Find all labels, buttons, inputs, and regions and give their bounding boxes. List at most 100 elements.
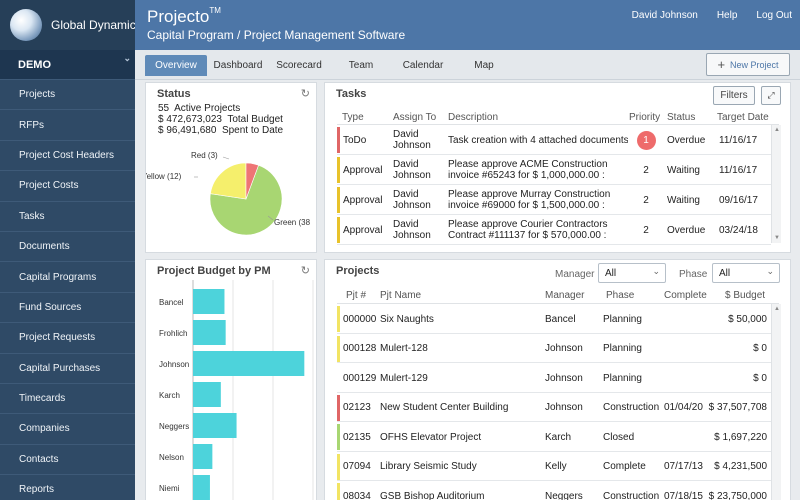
col-phase[interactable]: Phase [606, 290, 635, 301]
pm-label: Nelson [159, 453, 184, 462]
task-row[interactable]: ToDo David Johnson Task creation with 4 att… [337, 125, 771, 155]
sidebar-item-contacts[interactable]: Contacts [0, 445, 135, 476]
status-line: 55 Active Projects [158, 103, 241, 114]
logout-link[interactable]: Log Out [756, 10, 792, 21]
col-target-date[interactable]: Target Date [717, 112, 769, 123]
project-phase: Construction [603, 490, 660, 500]
scroll-up-icon[interactable]: ▲ [774, 306, 780, 312]
status-color-bar [337, 127, 340, 153]
sidebar-item-capital-purchases[interactable]: Capital Purchases [0, 354, 135, 384]
tasks-scrollbar[interactable]: ▲ ▼ [771, 125, 781, 243]
pm-bar-frohlich[interactable] [193, 320, 226, 345]
chevron-down-icon: ⌄ [766, 266, 774, 276]
col-complete[interactable]: Complete [664, 290, 707, 301]
sidebar-item-projects[interactable]: Projects [0, 80, 135, 111]
tasks-title: Tasks [336, 88, 367, 100]
new-project-button[interactable]: + New Project [706, 53, 790, 76]
sidebar-item-fund-sources[interactable]: Fund Sources [0, 293, 135, 324]
tab-calendar[interactable]: Calendar [402, 60, 444, 71]
sidebar: Global Dynamics DEMO ⌄ Projects RFPs Proje… [0, 0, 142, 500]
pie-label-green: Green (38 [274, 218, 311, 227]
task-row[interactable]: Approval David Johnson Please approve Murra… [337, 185, 771, 215]
pie-slice-yellow[interactable] [210, 162, 247, 200]
help-link[interactable]: Help [716, 10, 738, 21]
project-row[interactable]: 02135 OFHS Elevator Project Karch Closed $ 1… [337, 422, 771, 452]
status-color-bar [337, 424, 340, 450]
col-manager[interactable]: Manager [545, 290, 585, 301]
col-assign-to[interactable]: Assign To [393, 112, 437, 123]
phase-value: All [719, 267, 731, 279]
new-project-label: New Project [730, 59, 779, 70]
status-color-bar [337, 453, 340, 480]
user-link[interactable]: David Johnson [631, 10, 698, 21]
sidebar-item-reports[interactable]: Reports [0, 475, 135, 500]
sidebar-item-project-requests[interactable]: Project Requests [0, 323, 135, 354]
col-budget[interactable]: $ Budget [725, 290, 766, 301]
pie-slice-red[interactable] [245, 162, 259, 200]
task-target-date: 11/16/17 [719, 164, 758, 176]
status-panel: Status ↻ 55 Active Projects $ 472,673,02… [145, 82, 317, 253]
sidebar-item-tasks[interactable]: Tasks [0, 202, 135, 232]
project-budget: $ 0 [753, 343, 767, 354]
pm-bar-bancel[interactable] [193, 289, 225, 314]
tab-team[interactable]: Team [348, 60, 374, 71]
sidebar-item-capital-programs[interactable]: Capital Programs [0, 262, 135, 293]
project-name: Mulert-128 [380, 343, 428, 354]
col-priority[interactable]: Priority [629, 112, 661, 123]
tab-dashboard[interactable]: Dashboard [213, 60, 263, 71]
pm-bar-nelson[interactable] [193, 444, 213, 469]
pm-budget-panel: Project Budget by PM ↻ Bancel Frohlich Joh… [145, 259, 317, 500]
pm-label: Bancel [159, 298, 184, 307]
refresh-icon[interactable]: ↻ [300, 88, 310, 100]
pm-bar-niemi[interactable] [193, 475, 210, 500]
project-row[interactable]: 07094 Library Seismic Study Kelly Complete 0… [337, 452, 771, 481]
scroll-down-icon[interactable]: ▼ [774, 235, 780, 241]
org-selector[interactable]: DEMO ⌄ [0, 50, 135, 80]
pie-label-red: Red (3) [191, 151, 218, 160]
project-phase: Complete [603, 461, 646, 472]
project-number: 02135 [343, 431, 371, 443]
manager-dropdown[interactable]: All ⌄ [598, 263, 666, 283]
sidebar-item-timecards[interactable]: Timecards [0, 384, 135, 415]
col-status[interactable]: Status [667, 112, 696, 123]
sidebar-item-documents[interactable]: Documents [0, 232, 135, 263]
header-links: David Johnson Help Log Out [613, 10, 792, 21]
col-description[interactable]: Description [448, 112, 499, 123]
sidebar-item-companies[interactable]: Companies [0, 414, 135, 445]
col-pjt-name[interactable]: Pjt Name [380, 290, 422, 301]
refresh-icon[interactable]: ↻ [300, 265, 310, 277]
logo[interactable]: Global Dynamics [0, 0, 142, 50]
sidebar-item-project-cost-headers[interactable]: Project Cost Headers [0, 141, 135, 172]
col-type[interactable]: Type [342, 112, 364, 123]
col-pjt-num[interactable]: Pjt # [346, 290, 367, 301]
project-manager: Karch [545, 431, 572, 443]
task-type: Approval [343, 164, 383, 176]
project-row[interactable]: 02123 New Student Center Building Johnson C… [337, 393, 771, 422]
project-row[interactable]: 000000 Six Naughts Bancel Planning $ 50,000 [337, 304, 771, 334]
sidebar-item-rfps[interactable]: RFPs [0, 110, 135, 141]
manager-value: All [605, 267, 617, 279]
tab-map[interactable]: Map [474, 60, 494, 71]
tab-scorecard[interactable]: Scorecard [276, 60, 322, 71]
sidebar-item-project-costs[interactable]: Project Costs [0, 171, 135, 202]
phase-dropdown[interactable]: All ⌄ [712, 263, 780, 283]
project-row[interactable]: 000129 Mulert-129 Johnson Planning $ 0 [337, 363, 771, 393]
pie-slice-green[interactable] [209, 164, 283, 236]
pm-bar-johnson[interactable] [193, 351, 305, 376]
project-number: 02123 [343, 402, 371, 413]
pm-bar-karch[interactable] [193, 382, 221, 407]
pm-bar-neggers[interactable] [193, 413, 237, 438]
scroll-up-icon[interactable]: ▲ [774, 127, 780, 133]
projects-scrollbar[interactable]: ▲ [771, 304, 781, 500]
status-line: $ 96,491,680 Spent to Date [158, 125, 284, 136]
project-budget: $ 23,750,000 [708, 490, 767, 500]
tab-overview[interactable]: Overview [145, 55, 207, 76]
expand-icon[interactable]: ⤢ [761, 86, 781, 105]
filters-button[interactable]: Filters [713, 86, 755, 105]
project-row[interactable]: 08034 GSB Bishop Auditorium Neggers Constru… [337, 481, 771, 500]
task-row[interactable]: Approval David Johnson Please approve ACME … [337, 155, 771, 185]
task-row[interactable]: Approval David Johnson Please approve Couri… [337, 215, 771, 245]
project-manager: Kelly [545, 461, 567, 472]
project-row[interactable]: 000128 Mulert-128 Johnson Planning $ 0 [337, 334, 771, 363]
status-color-bar [337, 335, 340, 362]
